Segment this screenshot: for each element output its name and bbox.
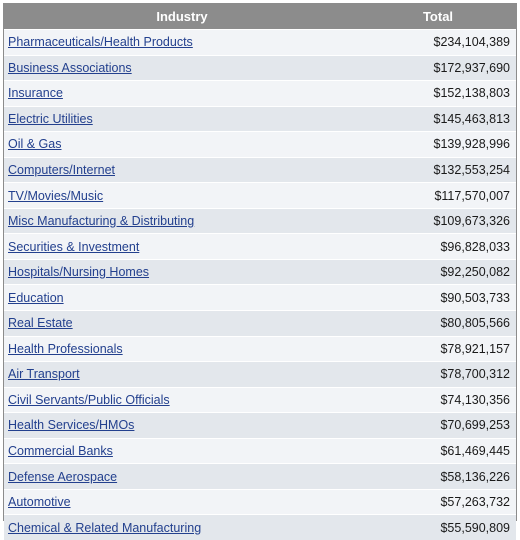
industry-link[interactable]: TV/Movies/Music xyxy=(8,188,104,203)
total-cell: $152,138,803 xyxy=(360,80,516,107)
total-column-header: Total xyxy=(360,4,516,30)
industry-cell: Real Estate xyxy=(4,310,360,337)
table-row: Electric Utilities $145,463,813 xyxy=(4,105,516,132)
table-row: Computers/Internet $132,553,254 xyxy=(4,156,516,183)
industry-link[interactable]: Hospitals/Nursing Homes xyxy=(8,265,150,280)
table-row: Real Estate $80,805,566 xyxy=(4,310,516,337)
industry-link[interactable]: Automotive xyxy=(8,495,71,510)
industry-totals-table: Industry Total Pharmaceuticals/Health Pr… xyxy=(4,4,516,540)
total-cell: $58,136,226 xyxy=(360,463,516,490)
industry-link[interactable]: Insurance xyxy=(8,86,63,101)
table-row: Chemical & Related Manufacturing $55,590,… xyxy=(4,514,516,540)
total-cell: $74,130,356 xyxy=(360,386,516,413)
industry-link[interactable]: Health Professionals xyxy=(8,341,123,356)
table-row: Defense Aerospace $58,136,226 xyxy=(4,463,516,490)
industry-cell: Air Transport xyxy=(4,361,360,388)
table-row: TV/Movies/Music $117,570,007 xyxy=(4,182,516,209)
total-cell: $145,463,813 xyxy=(360,105,516,132)
total-cell: $57,263,732 xyxy=(360,488,516,515)
table-row: Pharmaceuticals/Health Products $234,104,… xyxy=(4,29,516,56)
total-cell: $70,699,253 xyxy=(360,412,516,439)
industry-link[interactable]: Civil Servants/Public Officials xyxy=(8,392,170,407)
table-row: Business Associations $172,937,690 xyxy=(4,54,516,81)
industry-cell: Hospitals/Nursing Homes xyxy=(4,258,360,285)
industry-link[interactable]: Pharmaceuticals/Health Products xyxy=(8,35,193,50)
industry-table-container: Industry Total Pharmaceuticals/Health Pr… xyxy=(3,3,517,540)
industry-cell: Securities & Investment xyxy=(4,233,360,260)
total-cell: $117,570,007 xyxy=(360,182,516,209)
table-row: Health Professionals $78,921,157 xyxy=(4,335,516,362)
table-row: Automotive $57,263,732 xyxy=(4,488,516,515)
industry-link[interactable]: Securities & Investment xyxy=(8,239,140,254)
table-row: Insurance $152,138,803 xyxy=(4,80,516,107)
total-cell: $80,805,566 xyxy=(360,310,516,337)
industry-cell: Civil Servants/Public Officials xyxy=(4,386,360,413)
table-row: Health Services/HMOs $70,699,253 xyxy=(4,412,516,439)
industry-cell: Chemical & Related Manufacturing xyxy=(4,514,360,540)
industry-link[interactable]: Misc Manufacturing & Distributing xyxy=(8,214,195,229)
total-cell: $90,503,733 xyxy=(360,284,516,311)
table-row: Misc Manufacturing & Distributing $109,67… xyxy=(4,207,516,234)
industry-link[interactable]: Health Services/HMOs xyxy=(8,418,135,433)
industry-cell: Health Services/HMOs xyxy=(4,412,360,439)
industry-cell: Health Professionals xyxy=(4,335,360,362)
industry-link[interactable]: Real Estate xyxy=(8,316,73,331)
industry-link[interactable]: Electric Utilities xyxy=(8,111,93,126)
industry-link[interactable]: Education xyxy=(8,290,64,305)
industry-cell: Education xyxy=(4,284,360,311)
industry-cell: Computers/Internet xyxy=(4,156,360,183)
industry-link[interactable]: Business Associations xyxy=(8,60,132,75)
table-row: Commercial Banks $61,469,445 xyxy=(4,437,516,464)
industry-cell: Pharmaceuticals/Health Products xyxy=(4,29,360,56)
total-cell: $92,250,082 xyxy=(360,258,516,285)
industry-cell: Misc Manufacturing & Distributing xyxy=(4,207,360,234)
industry-link[interactable]: Oil & Gas xyxy=(8,137,62,152)
industry-cell: Commercial Banks xyxy=(4,437,360,464)
table-row: Civil Servants/Public Officials $74,130,3… xyxy=(4,386,516,413)
total-cell: $109,673,326 xyxy=(360,207,516,234)
industry-cell: Insurance xyxy=(4,80,360,107)
industry-cell: Automotive xyxy=(4,488,360,515)
table-row: Hospitals/Nursing Homes $92,250,082 xyxy=(4,258,516,285)
industry-column-header: Industry xyxy=(4,4,360,30)
industry-link[interactable]: Chemical & Related Manufacturing xyxy=(8,520,202,535)
total-cell: $96,828,033 xyxy=(360,233,516,260)
table-row: Education $90,503,733 xyxy=(4,284,516,311)
industry-cell: TV/Movies/Music xyxy=(4,182,360,209)
total-cell: $234,104,389 xyxy=(360,29,516,56)
table-header: Industry Total xyxy=(4,4,516,30)
total-cell: $61,469,445 xyxy=(360,437,516,464)
industry-cell: Electric Utilities xyxy=(4,105,360,132)
industry-link[interactable]: Air Transport xyxy=(8,367,80,382)
total-cell: $78,700,312 xyxy=(360,361,516,388)
header-row: Industry Total xyxy=(4,4,516,30)
industry-link[interactable]: Commercial Banks xyxy=(8,444,113,459)
total-cell: $78,921,157 xyxy=(360,335,516,362)
industry-link[interactable]: Computers/Internet xyxy=(8,163,115,177)
total-cell: $139,928,996 xyxy=(360,131,516,158)
industry-cell: Oil & Gas xyxy=(4,131,360,158)
total-cell: $172,937,690 xyxy=(360,54,516,81)
industry-cell: Business Associations xyxy=(4,54,360,81)
industry-link[interactable]: Defense Aerospace xyxy=(8,469,118,484)
table-row: Securities & Investment $96,828,033 xyxy=(4,233,516,260)
total-cell: $132,553,254 xyxy=(360,156,516,183)
industry-cell: Defense Aerospace xyxy=(4,463,360,490)
table-body: Pharmaceuticals/Health Products $234,104,… xyxy=(4,29,516,540)
table-row: Air Transport $78,700,312 xyxy=(4,361,516,388)
total-cell: $55,590,809 xyxy=(360,514,516,540)
table-row: Oil & Gas $139,928,996 xyxy=(4,131,516,158)
